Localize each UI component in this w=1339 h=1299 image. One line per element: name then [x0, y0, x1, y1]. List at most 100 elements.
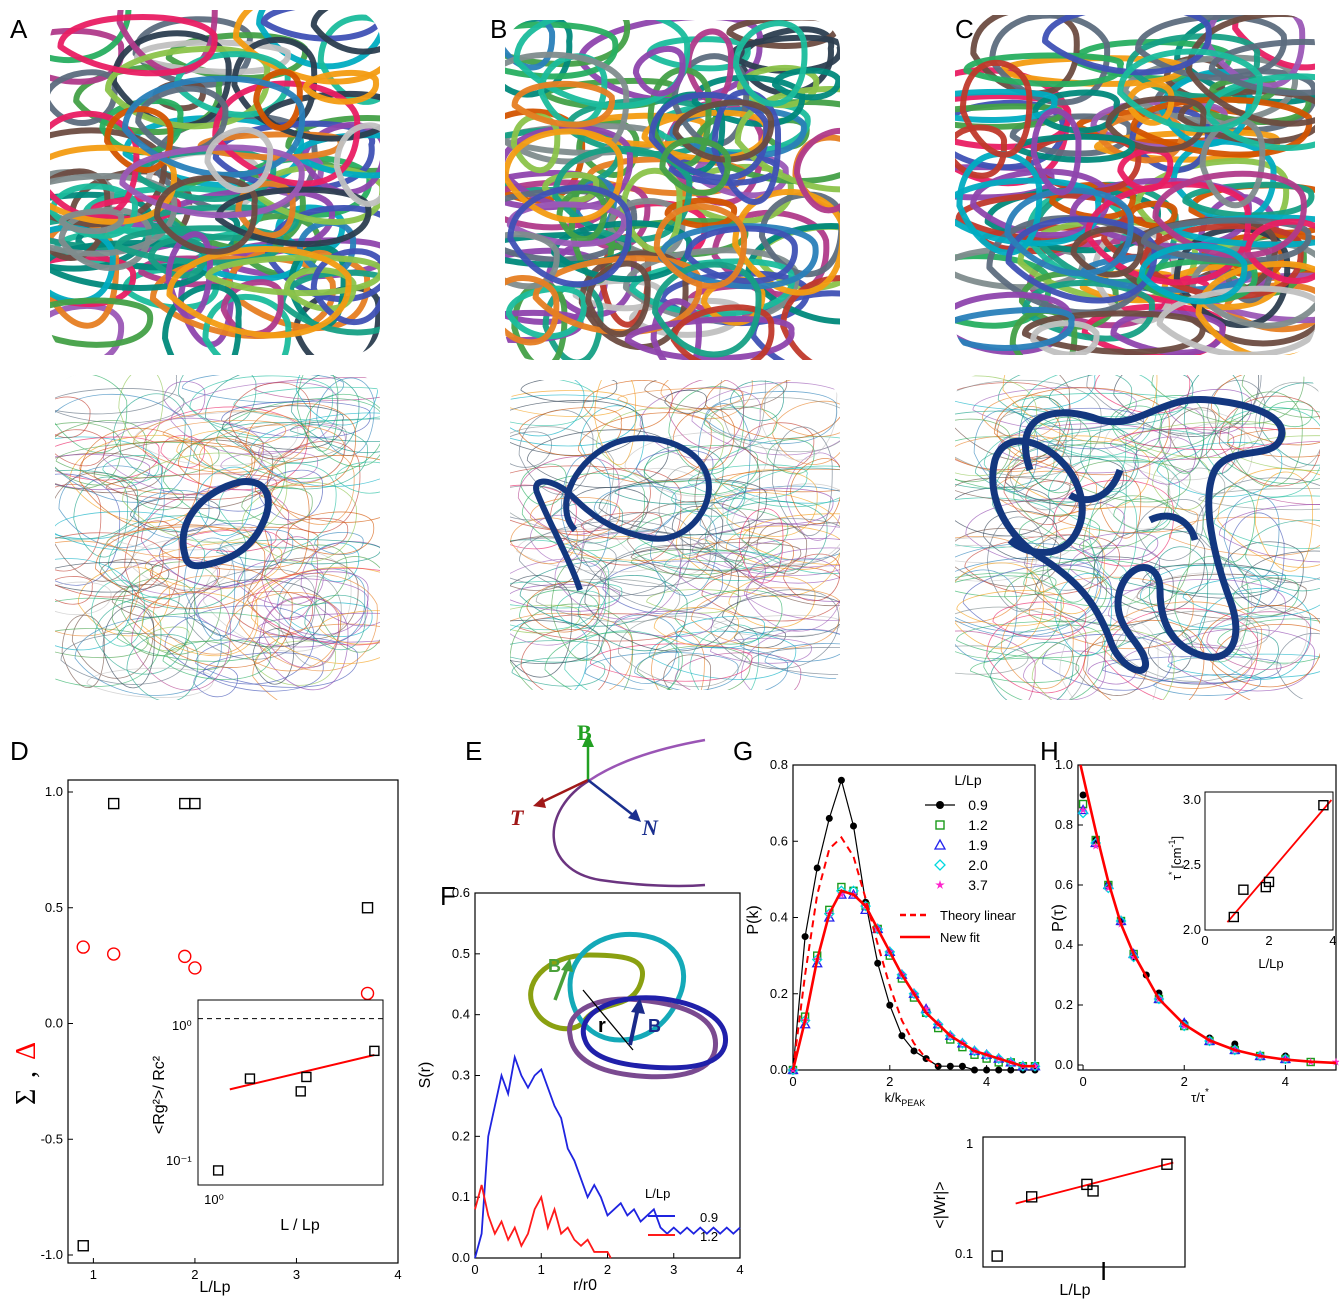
- rendering-a-thin: [55, 375, 380, 700]
- tangle-strand: [160, 435, 205, 468]
- tangle-strand: [141, 489, 290, 588]
- tangle-strand: [761, 380, 840, 437]
- tangle-strand: [955, 572, 1057, 598]
- tangle-strand: [772, 400, 840, 465]
- panel-f: 0 1 2 3 4 0.0 0.1 0.2 0.3 0.4 0.5 0.6 r/r0 S(r) L/L…: [417, 885, 744, 1294]
- tangle-strand: [55, 436, 160, 481]
- panel-g-point: [1007, 1066, 1015, 1074]
- tangle-strand: [510, 583, 621, 612]
- tangle-strand: [55, 436, 163, 540]
- tangle-strand: [1168, 628, 1315, 692]
- tangle-strand: [668, 380, 745, 449]
- tangle-strand: [712, 614, 840, 637]
- panel-h-point: [1102, 882, 1114, 894]
- tangle-strand: [177, 375, 257, 426]
- rendering-b-thin: [510, 380, 840, 690]
- tangle-strand: [699, 485, 840, 561]
- tangle-strand: [218, 463, 337, 549]
- tangle-strand: [1208, 38, 1315, 96]
- tangle-strand: [205, 254, 380, 296]
- tangle-strand: [195, 636, 358, 688]
- tangle-strand: [632, 45, 686, 97]
- tangle-strand: [510, 400, 643, 456]
- panel-i-point: [1161, 1158, 1173, 1170]
- tangle-strand: [252, 623, 380, 700]
- tangle-strand: [532, 255, 702, 336]
- tangle-strand: [333, 122, 380, 207]
- panel-h-inset-ytick-label: 2.0: [1183, 922, 1201, 937]
- panel-f-ytick-label: 0.5: [452, 946, 470, 961]
- tangle-strand: [121, 75, 305, 178]
- tangle-strand: [1101, 601, 1262, 689]
- panel-f-legend-label-2: 1.2: [700, 1229, 718, 1244]
- panel-d-point-square: [189, 797, 201, 810]
- tangle-strand: [678, 552, 766, 598]
- tangle-strand: [1024, 534, 1103, 591]
- panel-f-xlabel: r/r0: [573, 1277, 597, 1294]
- tangle-strand: [129, 496, 221, 533]
- panel-g-legend-marker: [935, 880, 945, 889]
- panel-f-xtick-label: 4: [736, 1262, 743, 1277]
- panel-g-legend-label: Theory linear: [940, 908, 1017, 923]
- tangle-strand: [973, 409, 1038, 493]
- tangle-strand: [675, 492, 840, 598]
- tangle-strand: [1135, 15, 1287, 81]
- tangle-strand: [697, 518, 840, 567]
- tangle-strand: [1030, 527, 1105, 615]
- tangle-strand: [170, 381, 338, 455]
- panel-g-legend-label: 2.0: [968, 857, 988, 873]
- panel-i-ytick-2: 0.1: [955, 1246, 973, 1261]
- tangle-strand: [1127, 200, 1178, 230]
- tangle-strand: [1163, 422, 1253, 495]
- tangle-strand: [196, 466, 253, 536]
- panel-g-point: [995, 1066, 1003, 1074]
- tangle-strand: [1158, 406, 1205, 473]
- tangle-strand: [1004, 568, 1107, 623]
- tangle-strand: [783, 553, 840, 602]
- tangle-strand: [55, 540, 140, 637]
- tangle-strand: [1167, 467, 1226, 516]
- tangle-strand: [510, 640, 601, 663]
- panel-g-legend: L/Lp 0.9 1.2 1.9 2.0 3.7 Theory linear New fit: [900, 772, 1033, 945]
- tangle-strand: [239, 573, 378, 672]
- tangle-strand: [675, 615, 765, 649]
- tangle-strand: [1125, 33, 1260, 100]
- tangle-strand: [266, 440, 361, 533]
- rendering-a-tubes: [50, 10, 380, 355]
- tangle-strand: [162, 420, 286, 447]
- tangle-strand: [107, 528, 205, 600]
- tangle-strand: [989, 15, 1110, 106]
- panel-g-legend-marker: [936, 801, 944, 809]
- panel-g-point: [837, 776, 845, 784]
- tangle-strand: [740, 628, 840, 690]
- panel-g-ylabel: P(k): [745, 905, 762, 934]
- panel-d-inset-xtick-1: 10⁰: [204, 1192, 224, 1207]
- panel-label-h: H: [1040, 736, 1059, 766]
- tangle-strand: [510, 537, 617, 588]
- panel-h-xtick-label: 2: [1181, 1074, 1188, 1089]
- panel-h-inset-ylabel-unit: [cm: [1169, 848, 1184, 869]
- tangle-strand: [1227, 512, 1285, 608]
- panel-d-xtick-label: 4: [394, 1267, 401, 1282]
- panel-d-inset-ytick-2: 10⁻¹: [166, 1153, 192, 1168]
- tangle-strand: [1232, 15, 1315, 71]
- panel-f-series-1.2: [474, 1184, 612, 1259]
- panel-g-ytick-label: 0.2: [770, 986, 788, 1001]
- panel-h-inset-frame: [1204, 791, 1334, 931]
- tangle-strand: [617, 387, 744, 410]
- tangle-strand: [986, 516, 1045, 612]
- tangle-strand: [204, 375, 360, 464]
- tangle-strand: [163, 381, 206, 417]
- tangle-strand: [955, 177, 1102, 247]
- tangle-strand: [1223, 494, 1280, 580]
- panel-f-series-0.9: [474, 1053, 741, 1259]
- panel-h-inset-xtick-label: 2: [1265, 933, 1272, 948]
- tangle-strand: [1052, 479, 1174, 567]
- tangle-strand: [510, 431, 552, 468]
- tangle-strand: [955, 379, 1102, 477]
- tangle-strand: [653, 607, 739, 647]
- tangle-strand: [715, 468, 840, 493]
- tangle-strand: [583, 380, 673, 430]
- tangle-strand: [513, 20, 691, 109]
- panel-d-point-circle: [106, 947, 121, 961]
